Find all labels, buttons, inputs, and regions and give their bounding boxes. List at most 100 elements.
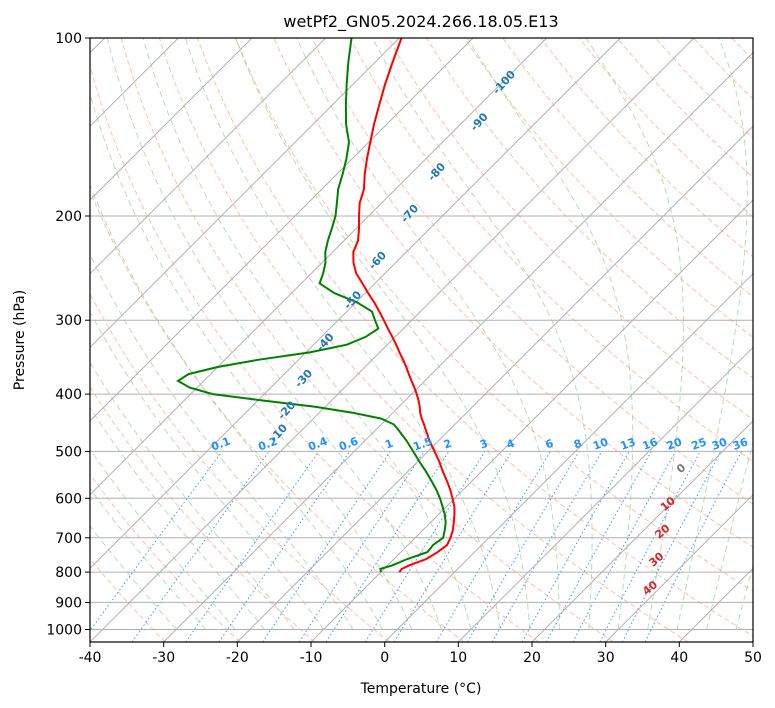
y-tick-label: 300 <box>55 313 82 329</box>
mixing-ratio-label: 36 <box>731 435 750 453</box>
x-tick-label: 40 <box>670 650 688 666</box>
x-tick-label: 30 <box>597 650 615 666</box>
mixing-ratio-label: 4 <box>505 437 517 452</box>
y-tick-label: 700 <box>55 531 82 547</box>
mixing-ratio-label: 30 <box>710 435 729 453</box>
moist-adiabat-line <box>676 38 748 630</box>
moist-adiabat-line <box>90 525 177 630</box>
moist-adiabat-line <box>184 38 501 630</box>
isotherm-line <box>163 51 753 642</box>
mixing-ratio-label: 0.2 <box>256 435 279 454</box>
moist-adiabat-line <box>90 361 295 630</box>
dry-adiabat-line <box>235 38 753 592</box>
isotherm-line <box>752 641 753 642</box>
isotherm-line <box>384 272 753 642</box>
dry-adiabat-line <box>502 38 753 298</box>
moist-adiabat-line <box>90 92 413 630</box>
plot-background <box>90 38 753 642</box>
moist-adiabat-line <box>142 38 472 630</box>
moist-adiabat-line <box>706 440 753 630</box>
isotherm-line <box>90 38 327 275</box>
y-tick-label: 1000 <box>46 623 82 639</box>
mixing-ratio-line <box>218 451 351 642</box>
x-tick-label: -40 <box>79 650 102 666</box>
dry-adiabat-line <box>158 38 689 642</box>
moist-adiabat-line <box>735 564 753 630</box>
mixing-ratio-label: 20 <box>665 435 684 453</box>
dry-adiabat-line <box>90 63 540 642</box>
moist-adiabat-line <box>106 38 442 630</box>
mixing-ratio-line <box>298 451 425 642</box>
x-tick-label: 0 <box>380 650 389 666</box>
isotherm-line <box>236 125 753 642</box>
dewpoint-profile-line <box>176 38 447 573</box>
profile-lines <box>176 38 456 573</box>
moist-adiabat-line <box>90 487 207 630</box>
y-axis-title: Pressure (hPa) <box>12 290 28 390</box>
mixing-ratio-line <box>572 451 676 642</box>
moist-adiabat-line <box>90 406 265 630</box>
mixing-ratio-label: 2 <box>442 437 454 452</box>
isotherm-line <box>531 420 753 642</box>
isotherm-line <box>457 346 753 642</box>
y-tick-label: 600 <box>55 491 82 507</box>
mixing-ratio-label: 16 <box>641 435 660 453</box>
isotherm-line <box>310 199 753 642</box>
mixing-ratio-label: 6 <box>544 437 556 452</box>
dry-adiabat-line <box>349 38 753 463</box>
x-axis-title: Temperature (°C) <box>360 681 482 697</box>
background-lines <box>90 38 775 642</box>
isotherm-line <box>90 38 695 642</box>
dry-adiabat-line <box>770 38 775 642</box>
mixing-ratio-line <box>621 451 722 642</box>
y-tick-label: 900 <box>55 595 82 611</box>
mixing-ratio-line <box>90 451 223 632</box>
mixing-ratio-label: 0.4 <box>306 435 329 454</box>
mixing-ratio-label: 1 <box>383 437 395 452</box>
isotherm-line <box>90 38 621 570</box>
isotherm-line <box>90 38 400 349</box>
mixing-ratio-line <box>521 451 630 642</box>
moist-adiabat-line <box>235 38 531 630</box>
mixing-ratio-label: 13 <box>619 435 638 452</box>
moist-adiabat-line <box>296 38 560 630</box>
mixing-ratio-line <box>545 451 652 642</box>
mixing-ratio-line <box>644 451 742 642</box>
mixing-ratio-label: 25 <box>690 435 709 452</box>
dry-adiabat-line <box>90 189 465 642</box>
temperature-profile-line <box>352 38 456 573</box>
dry-adiabat-line <box>90 557 166 642</box>
moist-adiabat-line <box>90 311 324 630</box>
isotherm-line <box>605 493 753 642</box>
dry-adiabat-line <box>197 38 753 637</box>
x-tick-label: -20 <box>226 650 249 666</box>
x-tick-label: 20 <box>523 650 541 666</box>
moist-adiabat-line <box>585 38 684 630</box>
moist-adiabat-line <box>90 448 236 630</box>
mixing-ratio-label: 8 <box>572 437 584 452</box>
mixing-ratio-label: 3 <box>478 437 490 452</box>
y-tick-label: 400 <box>55 387 82 403</box>
mixing-ratio-label: 0.6 <box>337 435 360 454</box>
mixing-ratio-label: 1.5 <box>412 435 435 454</box>
x-tick-label: 50 <box>744 650 762 666</box>
y-tick-label: 800 <box>55 565 82 581</box>
moist-adiabat-line <box>371 38 593 630</box>
dry-adiabat-line <box>90 292 390 642</box>
dry-adiabat-line <box>90 385 316 642</box>
moist-adiabat-line <box>466 38 634 630</box>
dry-adiabat-line <box>90 473 241 642</box>
x-tick-label: 10 <box>449 650 467 666</box>
mixing-ratio-line <box>185 451 320 642</box>
dry-adiabat-line <box>120 38 614 642</box>
dry-adiabat-line <box>273 38 753 548</box>
isotherm-line <box>90 38 548 496</box>
axes: -40 -30 -20 -10 0 10 20 30 40 5010020030040050060… <box>46 31 762 666</box>
y-tick-label: 500 <box>55 444 82 460</box>
y-tick-label: 100 <box>55 31 82 47</box>
isotherm-line <box>90 38 253 201</box>
dry-adiabat-line <box>425 38 753 379</box>
mixing-ratio-label: 0.1 <box>210 435 233 454</box>
mixing-ratio-line <box>262 451 391 642</box>
